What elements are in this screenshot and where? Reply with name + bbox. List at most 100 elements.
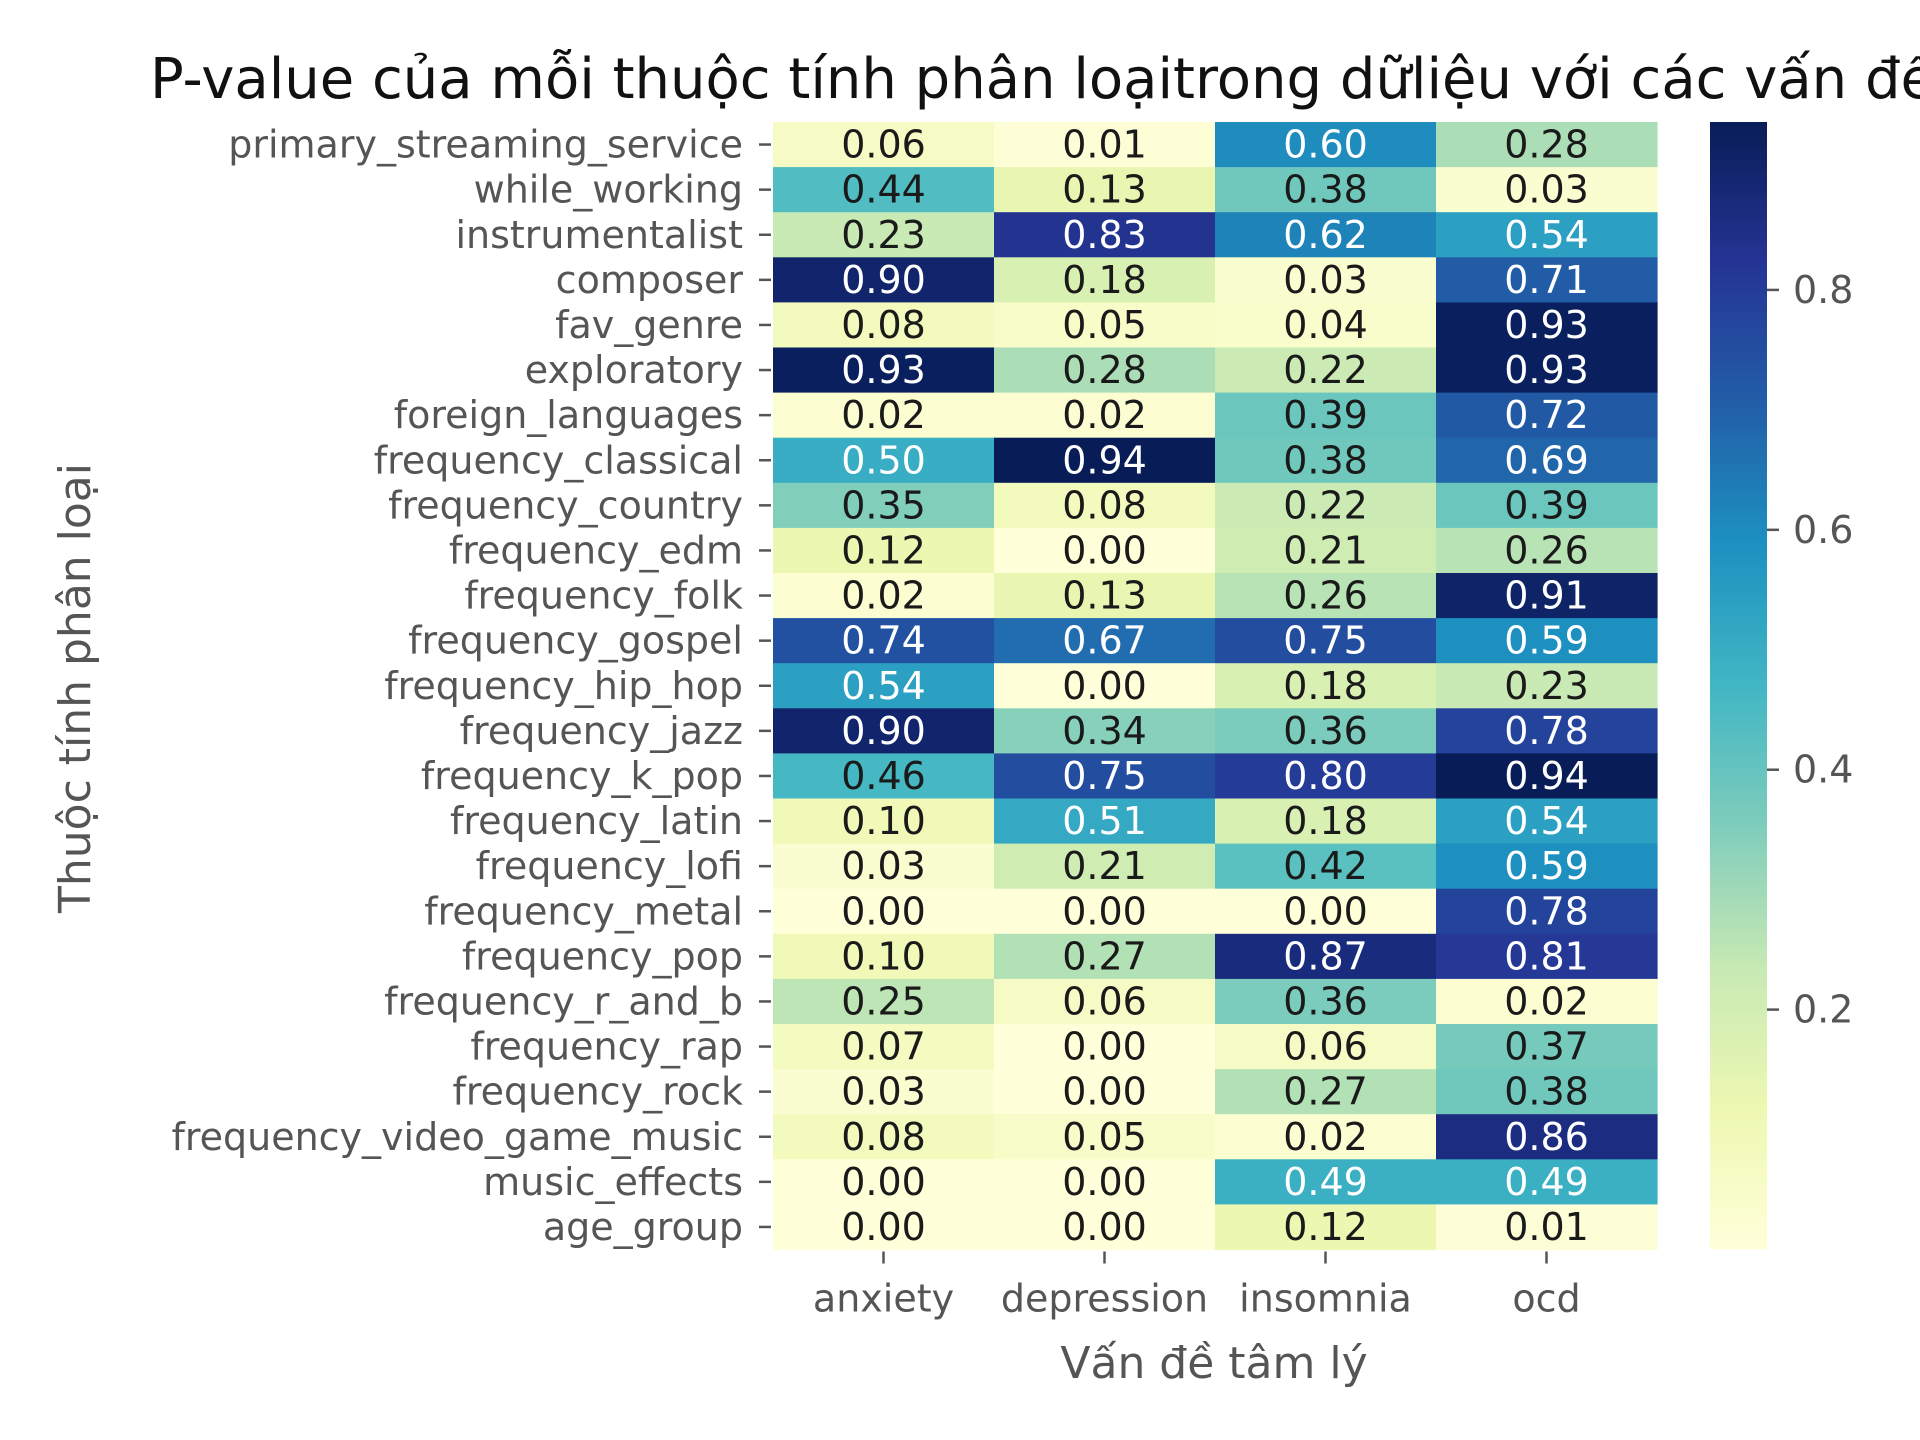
- y-tick-label: frequency_classical: [374, 438, 743, 482]
- heatmap-cell: [773, 212, 995, 258]
- cell-value-label: 0.25: [841, 979, 926, 1023]
- heatmap-cell: [1215, 527, 1437, 574]
- cell-value-label: 0.36: [1283, 979, 1368, 1023]
- heatmap-cell: [994, 482, 1216, 529]
- cell-value-label: 0.03: [841, 1070, 926, 1114]
- heatmap-cell: [1215, 482, 1437, 529]
- cell-value-label: 0.00: [1283, 889, 1368, 933]
- y-tick-label: instrumentalist: [455, 213, 743, 257]
- cell-value-label: 0.06: [1062, 979, 1147, 1023]
- colorbar-tick-label: 0.8: [1793, 268, 1853, 312]
- heatmap-cell: [1215, 1114, 1437, 1160]
- cell-value-label: 0.74: [841, 619, 926, 663]
- cell-value-label: 0.13: [1062, 168, 1147, 212]
- cell-value-label: 0.78: [1504, 709, 1589, 753]
- y-tick-label: frequency_jazz: [460, 709, 743, 753]
- cell-value-label: 0.00: [1062, 1025, 1147, 1069]
- cell-value-label: 0.00: [841, 1205, 926, 1249]
- cell-value-label: 0.05: [1062, 303, 1147, 347]
- cell-value-label: 0.02: [1504, 979, 1589, 1023]
- heatmap-cell: [994, 1114, 1216, 1160]
- heatmap-cell: [773, 843, 995, 890]
- heatmap-cell: [1436, 888, 1658, 935]
- cell-value-label: 0.18: [1283, 799, 1368, 843]
- cell-value-label: 0.90: [841, 258, 926, 302]
- chart-title: P-value của mỗi thuộc tính phân loạitron…: [150, 47, 1920, 112]
- heatmap-cell: [773, 753, 995, 800]
- cell-value-label: 0.27: [1062, 934, 1147, 978]
- cell-value-label: 0.38: [1283, 168, 1368, 212]
- cell-value-label: 0.22: [1283, 483, 1368, 527]
- y-tick-label: frequency_folk: [464, 574, 743, 618]
- heatmap-cell: [1215, 798, 1437, 845]
- cell-value-label: 0.03: [841, 844, 926, 888]
- heatmap-cell: [1215, 888, 1437, 935]
- heatmap-cell: [1215, 1069, 1437, 1115]
- y-tick-label: frequency_video_game_music: [171, 1115, 743, 1159]
- cell-value-label: 0.21: [1062, 844, 1147, 888]
- heatmap-cell: [773, 392, 995, 439]
- x-tick-label: anxiety: [813, 1277, 954, 1321]
- cell-value-label: 0.18: [1283, 664, 1368, 708]
- cell-value-label: 0.02: [1062, 393, 1147, 437]
- heatmap-cell: [773, 437, 995, 484]
- cell-value-label: 0.06: [1283, 1025, 1368, 1069]
- heatmap-cell: [1215, 1204, 1437, 1251]
- cell-value-label: 0.94: [1504, 754, 1589, 798]
- heatmap-cell: [1436, 708, 1658, 754]
- cell-value-label: 0.87: [1283, 934, 1368, 978]
- cell-value-label: 0.36: [1283, 709, 1368, 753]
- heatmap-cell: [994, 798, 1216, 845]
- heatmap-cell: [994, 527, 1216, 574]
- heatmap-cell: [1436, 1204, 1658, 1251]
- heatmap-cell: [773, 798, 995, 845]
- heatmap-cell: [1215, 933, 1437, 980]
- y-tick-label: foreign_languages: [394, 393, 743, 437]
- heatmap-cell: [1436, 1159, 1658, 1205]
- heatmap-cell: [1215, 167, 1437, 213]
- cell-value-label: 0.28: [1062, 348, 1147, 392]
- cell-value-label: 0.80: [1283, 754, 1368, 798]
- x-axis-label: Vấn đề tâm lý: [1060, 1338, 1367, 1389]
- heatmap-cell: [773, 347, 995, 394]
- heatmap-cell: [773, 888, 995, 935]
- heatmap-cell: [994, 573, 1216, 619]
- heatmap-cell: [994, 392, 1216, 439]
- cell-value-label: 0.08: [841, 303, 926, 347]
- cell-value-label: 0.18: [1062, 258, 1147, 302]
- y-tick-label: frequency_metal: [424, 889, 743, 933]
- cell-value-label: 0.10: [841, 799, 926, 843]
- y-tick-label: frequency_gospel: [408, 619, 743, 663]
- heatmap-cell: [773, 663, 995, 709]
- heatmap-cell: [1436, 482, 1658, 529]
- heatmap-cell: [994, 1069, 1216, 1115]
- heatmap-cell: [994, 933, 1216, 980]
- cell-value-label: 0.22: [1283, 348, 1368, 392]
- heatmap-cell: [1215, 573, 1437, 619]
- heatmap-cell: [1215, 212, 1437, 258]
- y-tick-label: frequency_hip_hop: [384, 664, 743, 708]
- heatmap-cell: [773, 122, 995, 168]
- heatmap-cell: [773, 573, 995, 619]
- cell-value-label: 0.72: [1504, 393, 1589, 437]
- heatmap-cell: [994, 753, 1216, 800]
- cell-value-label: 0.28: [1504, 123, 1589, 167]
- cell-value-label: 0.59: [1504, 619, 1589, 663]
- cell-value-label: 0.08: [841, 1115, 926, 1159]
- cell-value-label: 0.54: [841, 664, 926, 708]
- heatmap-cell: [994, 437, 1216, 484]
- heatmap-cell: [773, 527, 995, 574]
- heatmap-cell: [1215, 753, 1437, 800]
- cell-value-label: 0.59: [1504, 844, 1589, 888]
- y-tick-label: age_group: [543, 1205, 743, 1249]
- heatmap-cell: [1215, 122, 1437, 168]
- cell-value-label: 0.42: [1283, 844, 1368, 888]
- heatmap-cell: [773, 978, 995, 1025]
- heatmap-cell: [1436, 753, 1658, 800]
- cell-value-label: 0.54: [1504, 799, 1589, 843]
- cell-value-label: 0.03: [1283, 258, 1368, 302]
- heatmap-cell: [773, 1204, 995, 1251]
- y-axis-ticks: primary_streaming_servicewhile_workingin…: [171, 123, 771, 1249]
- y-tick-label: exploratory: [525, 348, 743, 392]
- heatmap-cell: [1436, 933, 1658, 980]
